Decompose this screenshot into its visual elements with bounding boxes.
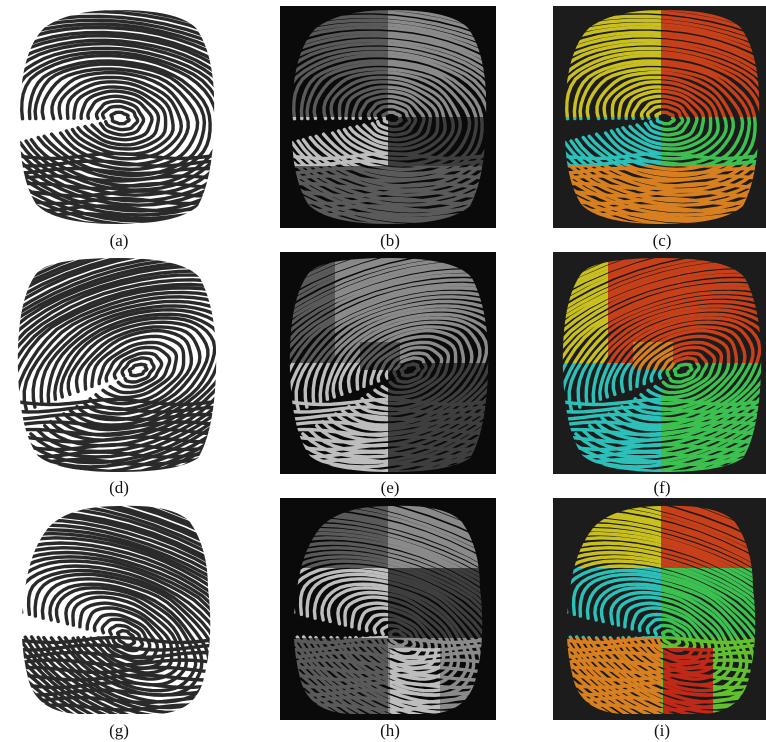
- fingerprint-image: [280, 498, 496, 720]
- fingerprint-image: [280, 6, 496, 228]
- fingerprint-a-original: [8, 6, 224, 228]
- fingerprint-b-gray-segmented: [280, 6, 496, 228]
- fingerprint-f-color-segmented: [553, 252, 766, 474]
- fingerprint-image: [8, 252, 224, 474]
- fingerprint-i-color-segmented: [553, 498, 766, 720]
- caption-d: (d): [109, 478, 129, 497]
- fingerprint-image: [8, 6, 224, 228]
- caption-a: (a): [109, 231, 129, 250]
- fingerprint-g-original: [8, 498, 224, 720]
- caption-c: (c): [652, 231, 672, 250]
- caption-b: (b): [380, 231, 400, 250]
- caption-i: (i): [653, 721, 671, 740]
- fingerprint-image: [553, 252, 766, 474]
- caption-h: (h): [380, 721, 400, 740]
- fingerprint-image: [553, 498, 766, 720]
- fingerprint-image: [553, 6, 766, 228]
- caption-g: (g): [109, 721, 129, 740]
- fingerprint-h-gray-segmented: [280, 498, 496, 720]
- caption-e: (e): [380, 478, 400, 497]
- caption-f: (f): [653, 478, 671, 497]
- fingerprint-image: [280, 252, 496, 474]
- fingerprint-c-color-segmented: [553, 6, 766, 228]
- fingerprint-d-original: [8, 252, 224, 474]
- fingerprint-image: [8, 498, 224, 720]
- fingerprint-e-gray-segmented: [280, 252, 496, 474]
